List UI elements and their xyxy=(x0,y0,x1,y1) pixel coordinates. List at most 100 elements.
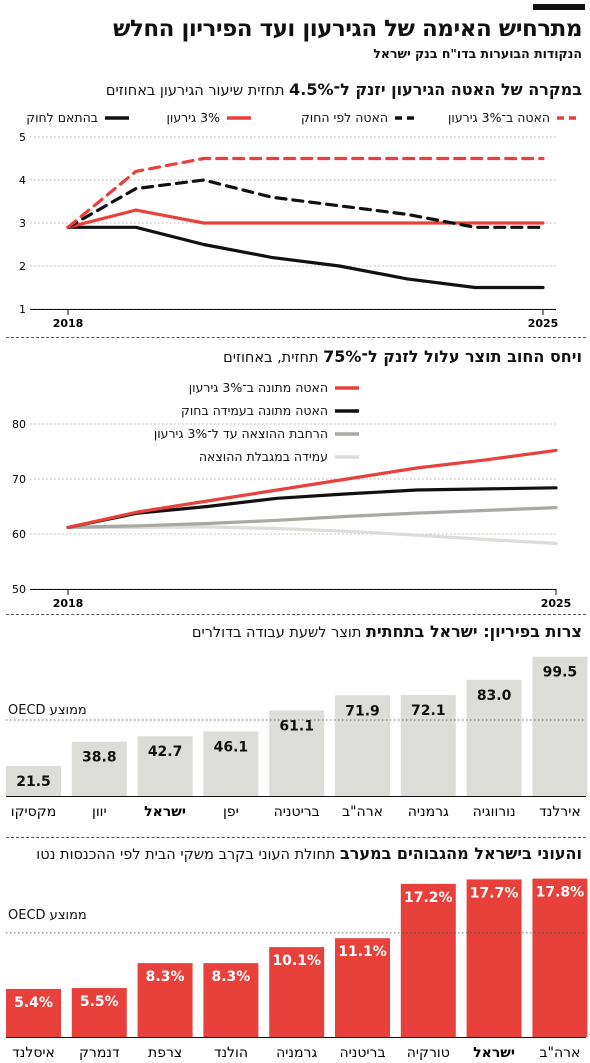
deficit-ytick: 1 xyxy=(19,303,26,316)
productivity-chart-title-bold: צרות בפיריון: ישראל בתחתית xyxy=(366,622,582,641)
deficit-series-line-2 xyxy=(66,178,545,229)
page-subtitle: הנקודות הבוערות בדו"ח בנק ישראל xyxy=(373,46,582,61)
poverty-value-label: 17.7% xyxy=(470,885,519,901)
deficit-ytick: 4 xyxy=(19,174,26,187)
deficit-legend-label: 3% גירעון xyxy=(166,110,220,125)
deficit-series-line-3 xyxy=(66,208,545,229)
productivity-value-label: 72.1 xyxy=(411,703,446,719)
productivity-category-label: ארה"ב xyxy=(342,804,383,820)
debt-legend-label: האטה מתונה ב־3% גירעון xyxy=(188,380,328,395)
debt-legend-swatch xyxy=(335,454,359,459)
productivity-category-label: נורווגיה xyxy=(473,804,516,820)
deficit-legend-label: האטה ב־3% גירעון xyxy=(448,110,550,125)
debt-chart-title: ויחס החוב תוצר עלול לזנק ל־75% תחזית, בא… xyxy=(223,347,582,366)
deficit-series-line-1 xyxy=(66,156,545,229)
poverty-bar xyxy=(466,879,522,1037)
debt-legend-swatch xyxy=(335,385,359,390)
debt-xtick: 2025 xyxy=(541,597,572,610)
poverty-category-label: טורקיה xyxy=(407,1045,450,1061)
poverty-bar xyxy=(269,947,325,1037)
productivity-bar xyxy=(466,679,522,796)
poverty-chart-title: והעוני בישראל מהגבוהים במערב תחולת העוני… xyxy=(36,844,582,863)
deficit-legend-item: האטה לפי החוק xyxy=(295,110,420,125)
debt-series-line-2 xyxy=(66,486,558,530)
poverty-chart-title-sub: תחולת העוני בקרב משקי הבית לפי ההכנסות נ… xyxy=(36,847,336,863)
poverty-category-label: צרפת xyxy=(148,1045,182,1061)
debt-ytick: 80 xyxy=(12,418,26,431)
productivity-category-label: אירלנד xyxy=(539,804,581,820)
section-divider xyxy=(6,337,586,338)
poverty-value-label: 11.1% xyxy=(338,944,387,960)
debt-legend-item: עמידה במגבלת ההוצאה xyxy=(193,449,360,464)
deficit-ytick: 5 xyxy=(19,131,26,144)
productivity-value-label: 21.5 xyxy=(16,774,51,790)
debt-chart-title-sub: תחזית, באחוזים xyxy=(223,350,319,366)
debt-legend-item: הרחבת ההוצאה עד ל־3% גירעון xyxy=(148,426,360,441)
debt-legend-label: עמידה במגבלת ההוצאה xyxy=(198,449,328,464)
productivity-category-label: יפן xyxy=(223,804,239,820)
deficit-legend-label: האטה לפי החוק xyxy=(300,110,388,125)
poverty-category-label: ארה"ב xyxy=(539,1045,580,1061)
poverty-bar xyxy=(335,938,390,1037)
deficit-legend-item: בהתאם לחוק xyxy=(20,110,130,125)
productivity-category-label: גרמניה xyxy=(408,804,449,820)
deficit-ytick: 2 xyxy=(19,260,26,273)
productivity-value-label: 61.1 xyxy=(279,718,314,734)
deficit-xtick: 2018 xyxy=(53,317,84,330)
productivity-bar xyxy=(335,695,390,796)
productivity-category-label: ישראל xyxy=(144,804,186,820)
poverty-value-label: 5.4% xyxy=(14,995,53,1011)
productivity-value-label: 99.5 xyxy=(543,665,578,681)
poverty-chart-title-bold: והעוני בישראל מהגבוהים במערב xyxy=(339,844,582,863)
deficit-legend-label: בהתאם לחוק xyxy=(26,110,98,125)
deficit-legend-item: 3% גירעון xyxy=(161,110,252,125)
poverty-oecd-label: ממוצע OECD xyxy=(8,908,87,923)
debt-ytick: 70 xyxy=(12,473,26,486)
section-divider xyxy=(6,614,586,615)
debt-legend-label: האטה מתונה בעמידה בחוק xyxy=(181,403,328,418)
productivity-bar xyxy=(532,656,588,796)
productivity-category-label: בריטניה xyxy=(274,804,320,820)
productivity-bar xyxy=(203,731,259,796)
poverty-value-label: 8.3% xyxy=(211,969,250,985)
deficit-xtick: 2025 xyxy=(528,317,559,330)
debt-xtick: 2018 xyxy=(53,597,84,610)
productivity-chart-title-sub: תוצר לשעת עבודה בדולרים xyxy=(191,625,362,641)
productivity-category-label: מקסיקו xyxy=(11,804,56,820)
deficit-legend-swatch xyxy=(395,115,419,120)
header-accent-bar xyxy=(533,4,585,10)
productivity-category-label: יוון xyxy=(92,804,107,820)
deficit-legend-swatch xyxy=(557,115,581,120)
productivity-bar xyxy=(137,736,193,796)
page-headline: מתרחיש האימה של הגירעון ועד הפיריון החלש xyxy=(113,16,583,42)
deficit-legend-item: האטה ב־3% גירעון xyxy=(442,110,582,125)
poverty-bar xyxy=(71,988,127,1037)
debt-series-line-3 xyxy=(66,506,558,530)
poverty-value-label: 10.1% xyxy=(272,953,321,969)
deficit-legend-swatch xyxy=(227,115,251,120)
poverty-bar xyxy=(400,883,456,1037)
productivity-bar xyxy=(71,741,127,796)
debt-series-line-4 xyxy=(66,525,558,546)
deficit-series-line-4 xyxy=(66,225,545,290)
poverty-category-label: גרמניה xyxy=(276,1045,317,1061)
deficit-chart-title: במקרה של האטה הגירעון יזנק ל־4.5% תחזית … xyxy=(106,80,582,99)
poverty-bar xyxy=(203,963,259,1037)
section-divider xyxy=(6,837,586,838)
debt-legend-swatch xyxy=(335,408,359,413)
poverty-category-label: בריטניה xyxy=(339,1045,385,1061)
productivity-bar xyxy=(269,710,325,796)
productivity-bar xyxy=(400,695,456,796)
debt-chart-title-bold: ויחס החוב תוצר עלול לזנק ל־75% xyxy=(323,347,582,366)
deficit-chart-title-bold: במקרה של האטה הגירעון יזנק ל־4.5% xyxy=(289,80,582,99)
debt-legend-item: האטה מתונה בעמידה בחוק xyxy=(175,403,360,418)
poverty-value-label: 8.3% xyxy=(146,969,185,985)
poverty-value-label: 17.8% xyxy=(536,885,585,901)
debt-ytick: 60 xyxy=(12,528,26,541)
debt-ytick: 50 xyxy=(12,583,26,596)
debt-legend-item: האטה מתונה ב־3% גירעון xyxy=(183,380,360,395)
poverty-category-label: ישראל xyxy=(473,1045,515,1061)
productivity-value-label: 46.1 xyxy=(214,739,249,755)
debt-legend-label: הרחבת ההוצאה עד ל־3% גירעון xyxy=(153,426,328,441)
debt-legend-swatch xyxy=(335,431,359,436)
